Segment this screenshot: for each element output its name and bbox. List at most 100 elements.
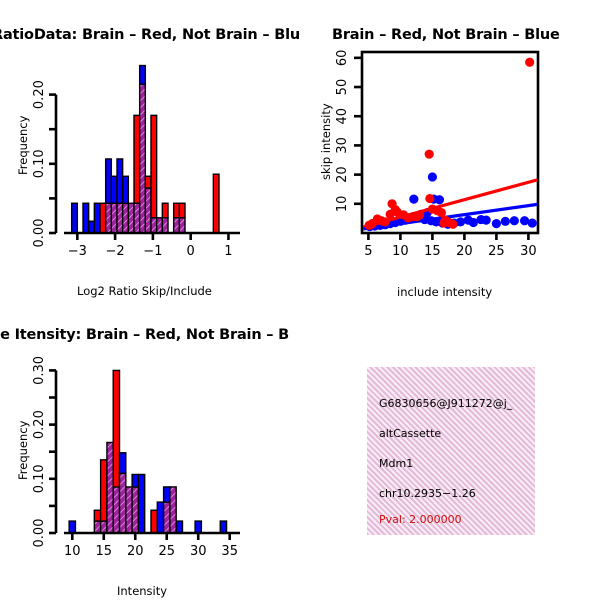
histogram-bar — [178, 202, 186, 219]
x-tick-label: 15 — [424, 244, 441, 259]
histogram-bar — [112, 369, 121, 488]
histogram-bar — [99, 202, 107, 234]
histogram-bar — [116, 158, 124, 204]
histogram-bar-overlap — [172, 217, 181, 234]
scatter-point-not-brain — [527, 218, 537, 228]
scatter-point-not-brain — [427, 172, 437, 182]
x-tick-label: 5 — [364, 244, 372, 259]
scatter-point-brain — [436, 207, 446, 218]
scatter-point-brain — [403, 213, 413, 223]
scatter-title: Brain – Red, Not Brain – Blue — [332, 27, 560, 43]
y-tick-label: 10 — [335, 196, 350, 213]
histogram-bar-overlap — [110, 202, 118, 234]
histogram-bar — [121, 175, 130, 204]
trendline-not-brain — [363, 202, 538, 231]
info-line-pvalue: Pval: 2.000000 — [379, 513, 462, 526]
intensity-histogram-xlabel: Intensity — [117, 584, 168, 598]
histogram-bar — [133, 114, 141, 204]
histogram-bar-overlap — [162, 501, 171, 534]
histogram-bar-overlap — [116, 202, 124, 234]
x-tick-label: 10 — [64, 544, 81, 559]
intensity-histogram-plot: 10 15 20 25 30 35 0.00 0.10 0.20 0.30 — [32, 356, 240, 559]
ratio-histogram-xlabel: Log2 Ratio Skip/Include — [77, 284, 212, 298]
histogram-bar-overlap — [131, 486, 140, 534]
histogram-bar — [137, 473, 146, 534]
histogram-bar — [131, 473, 140, 488]
x-tick-label: −2 — [106, 244, 125, 259]
scatter-point-not-brain — [481, 215, 491, 225]
histogram-bar — [104, 158, 113, 204]
histogram-bar — [150, 509, 158, 534]
info-line-event-type: altCassette — [379, 427, 442, 440]
histogram-bar-overlap — [118, 472, 127, 534]
scatter-point-brain — [439, 218, 449, 228]
histogram-bar — [212, 173, 220, 234]
histogram-bar — [172, 202, 181, 219]
histogram-bar-overlap — [121, 202, 130, 234]
y-tick-label: 0.30 — [32, 356, 47, 385]
histogram-bar — [138, 64, 147, 85]
histogram-bar-overlap — [178, 217, 186, 234]
scatter-content — [362, 57, 538, 232]
ratio-histogram-plot: −3 −2 −1 0 1 0.00 0.10 0.20 — [32, 64, 240, 259]
histogram-bar-overlap — [144, 187, 152, 234]
histogram-bar-overlap — [104, 202, 113, 234]
histogram-bar-overlap — [169, 486, 177, 534]
histogram-bar-overlap — [138, 83, 147, 234]
scatter-point-brain — [425, 193, 435, 204]
x-tick-label: 30 — [520, 244, 537, 259]
histogram-bar — [93, 202, 101, 234]
x-tick-label: −3 — [68, 244, 87, 259]
scatter-point-brain — [424, 149, 434, 159]
scatter-point-not-brain — [434, 195, 445, 205]
scatter-point-not-brain — [468, 217, 478, 228]
x-tick-label: 0 — [187, 244, 195, 259]
histogram-bar — [194, 520, 203, 534]
histogram-bar — [161, 202, 169, 219]
scatter-point-brain — [412, 212, 422, 222]
scatter-point-brain — [525, 57, 535, 67]
histogram-bar-overlap — [99, 520, 108, 534]
panel-ratio-histogram: RatioData: Brain – Red, Not Brain – Blu … — [0, 0, 300, 300]
histogram-bar — [68, 520, 77, 534]
histogram-bar-overlap — [150, 217, 158, 234]
y-tick-label: 40 — [335, 108, 350, 125]
histogram-bar — [99, 459, 108, 522]
scatter-point-not-brain — [491, 219, 501, 229]
y-tick-label: 30 — [335, 137, 350, 154]
histogram-bar — [150, 114, 158, 219]
x-tick-label: 25 — [158, 544, 175, 559]
scatter-point-not-brain — [509, 216, 519, 226]
histogram-bar-overlap — [93, 520, 102, 534]
histogram-bar — [70, 202, 79, 234]
scatter-point-not-brain — [409, 194, 419, 204]
histogram-bar-overlap — [161, 217, 169, 234]
scatter-point-not-brain — [455, 217, 466, 227]
scatter-point-brain — [448, 219, 458, 229]
plot-frame — [360, 50, 540, 235]
y-tick-label: 0.10 — [32, 464, 47, 493]
histogram-bar — [82, 202, 90, 234]
scatter-point-not-brain — [519, 216, 530, 226]
histogram-bar-overlap — [127, 202, 135, 234]
histogram-bar-overlap — [106, 441, 114, 534]
y-tick-label: 60 — [335, 50, 350, 67]
info-line-probe-id: G6830656@J911272@j_ — [379, 397, 513, 410]
y-tick-label: 50 — [335, 79, 350, 96]
y-tick-label: 0.20 — [32, 410, 47, 439]
histogram-bar — [219, 520, 228, 534]
histogram-bar — [156, 501, 165, 534]
histogram-bar — [175, 520, 184, 534]
x-tick-label: 1 — [224, 244, 232, 259]
panel-intensity-histogram: ne Itensity: Brain – Red, Not Brain – B … — [0, 300, 300, 600]
x-tick-label: 15 — [96, 544, 113, 559]
scatter-point-brain — [385, 209, 395, 219]
histogram-bar-overlap — [155, 217, 164, 234]
y-tick-label: 0.10 — [32, 149, 47, 178]
x-tick-label: 35 — [221, 544, 238, 559]
x-tick-label: 25 — [488, 244, 505, 259]
scatter-xlabel: include intensity — [397, 285, 493, 299]
scatter-point-brain — [364, 220, 374, 231]
x-tick-label: −1 — [143, 244, 162, 259]
